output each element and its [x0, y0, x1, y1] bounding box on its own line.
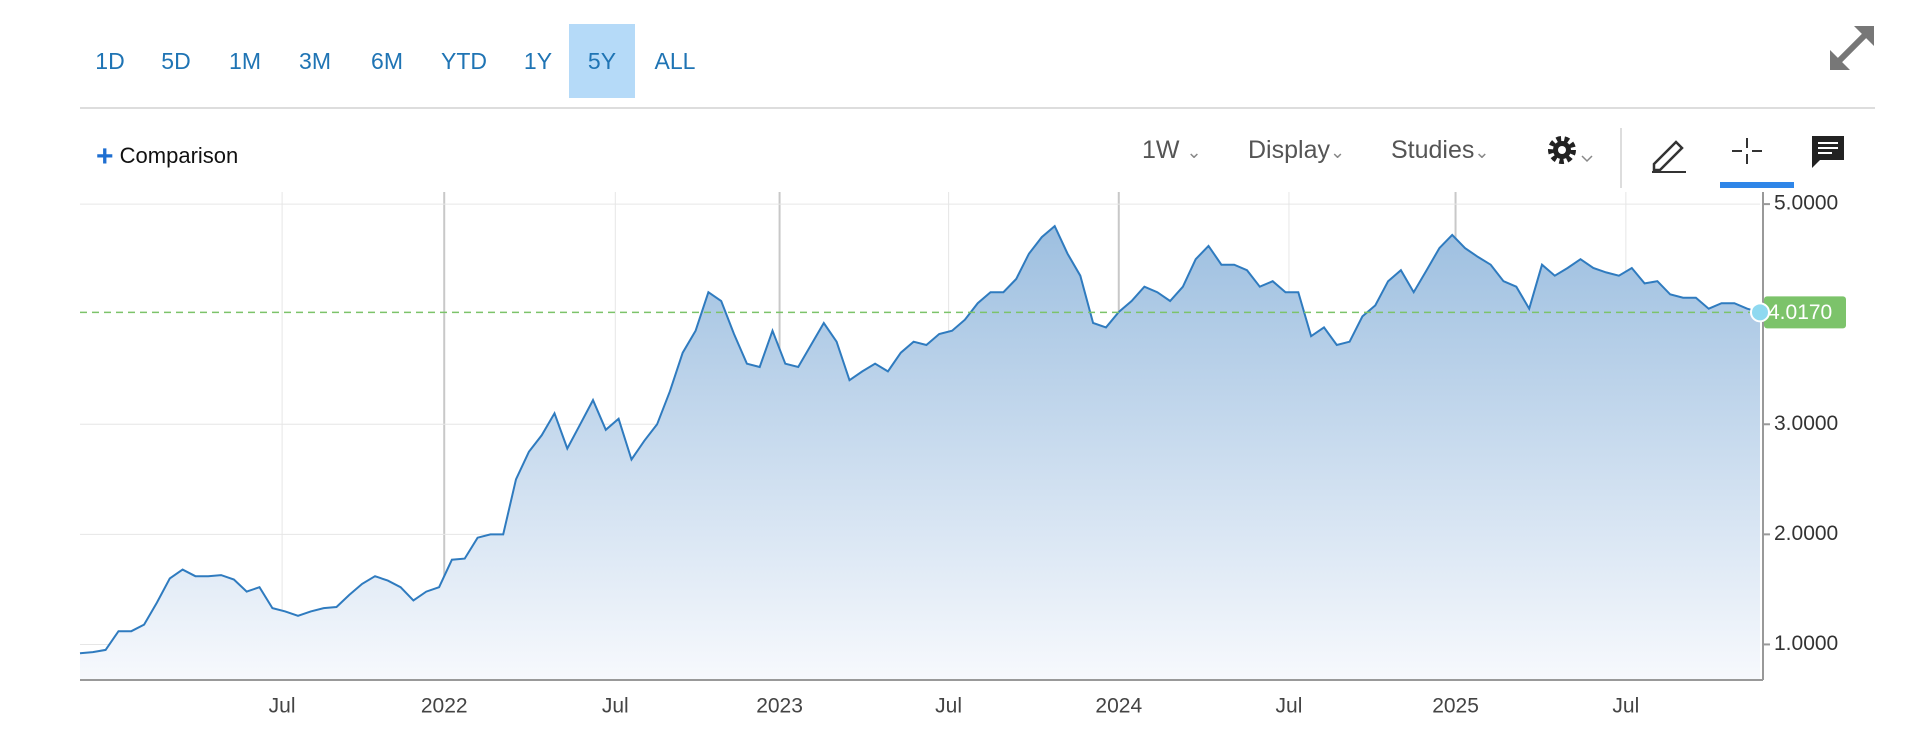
- range-button[interactable]: 1D: [95, 48, 125, 74]
- plus-icon: +: [96, 140, 114, 173]
- range-button[interactable]: 5D: [161, 48, 191, 74]
- display-label: Display: [1248, 136, 1330, 164]
- range-button[interactable]: 5Y: [569, 24, 635, 98]
- last-price-label: 4.0170: [1768, 301, 1832, 324]
- y-tick-label: 2.0000: [1774, 522, 1838, 545]
- x-tick-label: 2022: [421, 695, 468, 718]
- comparison-button[interactable]: + Comparison: [96, 140, 238, 174]
- last-price-box: [1764, 296, 1846, 329]
- range-button[interactable]: 1Y: [523, 48, 553, 74]
- line: [79, 224, 1761, 655]
- settings-icon[interactable]: [1548, 136, 1593, 164]
- comparison-label: Comparison: [119, 143, 239, 168]
- range-button[interactable]: ALL: [654, 48, 696, 74]
- area: [80, 226, 1760, 680]
- x-tick-label: 2024: [1095, 695, 1142, 718]
- x-tick-label: Jul: [602, 695, 629, 718]
- studies-label: Studies: [1391, 136, 1475, 164]
- x-tick-label: Jul: [1612, 695, 1639, 718]
- tool-icons: [1548, 128, 1844, 188]
- draw-icon[interactable]: [1652, 140, 1686, 173]
- interval-menu[interactable]: 1W ⌄: [1142, 136, 1202, 164]
- crosshair-icon[interactable]: [1732, 138, 1762, 164]
- comment-icon[interactable]: [1812, 136, 1844, 168]
- x-tick-label: 2025: [1432, 695, 1479, 718]
- last-point: [1750, 302, 1770, 323]
- range-button[interactable]: 1M: [229, 48, 261, 74]
- active-tool-indicator: [1720, 182, 1794, 188]
- y-tick-label: 3.0000: [1774, 412, 1838, 435]
- range-button[interactable]: 3M: [299, 48, 331, 74]
- y-tick-label: 1.0000: [1774, 632, 1838, 655]
- interval-label: 1W: [1142, 136, 1180, 164]
- display-menu[interactable]: Display⌄: [1248, 136, 1346, 164]
- expand-icon[interactable]: [1826, 22, 1878, 74]
- range-button[interactable]: YTD: [441, 48, 487, 74]
- x-tick-label: 2023: [756, 695, 803, 718]
- y-tick-label: 5.0000: [1774, 192, 1838, 215]
- studies-menu[interactable]: Studies⌄: [1391, 136, 1490, 164]
- x-tick-label: Jul: [935, 695, 962, 718]
- x-tick-label: Jul: [1276, 695, 1303, 718]
- range-button[interactable]: 6M: [371, 48, 403, 74]
- divider: [80, 107, 1875, 109]
- x-tick-label: Jul: [269, 695, 296, 718]
